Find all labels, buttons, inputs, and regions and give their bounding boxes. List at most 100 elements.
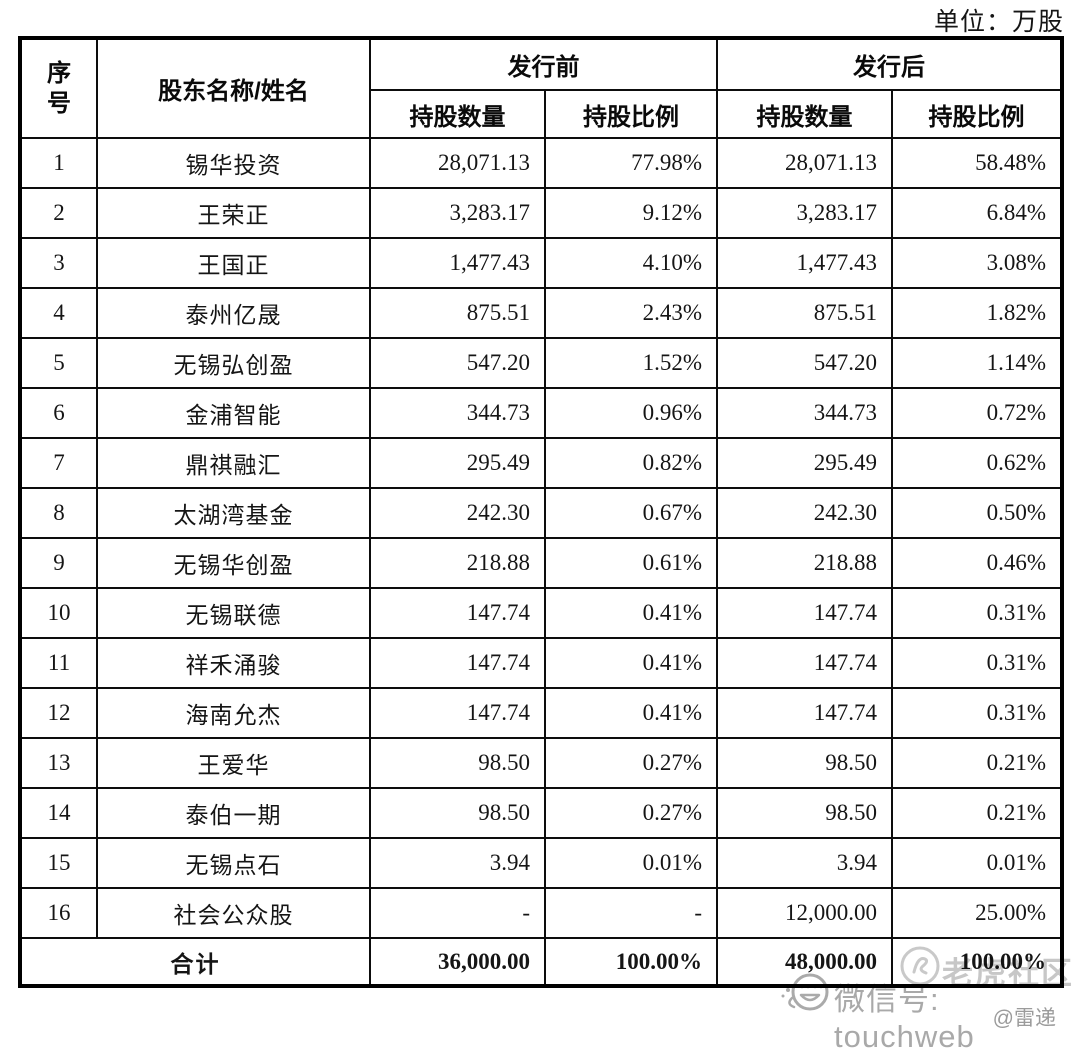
cell-post-qty: 3,283.17 [716, 187, 893, 239]
cell-total-pre-pct: 100.00% [544, 937, 718, 987]
table-row: 6 金浦智能 344.73 0.96% 344.73 0.72% [19, 387, 1063, 439]
cell-shareholder-name: 祥禾涌骏 [96, 637, 371, 689]
cell-shareholder-name: 王荣正 [96, 187, 371, 239]
cell-pre-pct: 0.27% [544, 787, 718, 839]
cell-post-pct: 0.50% [891, 487, 1063, 539]
cell-post-qty: 242.30 [716, 487, 893, 539]
cell-index: 6 [19, 387, 98, 439]
cell-post-qty: 1,477.43 [716, 237, 893, 289]
cell-shareholder-name: 无锡弘创盈 [96, 337, 371, 389]
cell-post-qty: 344.73 [716, 387, 893, 439]
table-row: 7 鼎祺融汇 295.49 0.82% 295.49 0.62% [19, 437, 1063, 489]
cell-post-pct: 1.14% [891, 337, 1063, 389]
cell-pre-qty: 28,071.13 [369, 137, 546, 189]
cell-pre-qty: 218.88 [369, 537, 546, 589]
cell-pre-pct: 0.41% [544, 587, 718, 639]
table-row: 2 王荣正 3,283.17 9.12% 3,283.17 6.84% [19, 187, 1063, 239]
cell-total-post-pct: 100.00% [891, 937, 1063, 987]
cell-pre-qty: 1,477.43 [369, 237, 546, 289]
cell-index: 4 [19, 287, 98, 339]
cell-total-label: 合计 [19, 937, 371, 987]
cell-shareholder-name: 无锡华创盈 [96, 537, 371, 589]
cell-pre-qty: 3.94 [369, 837, 546, 889]
cell-shareholder-name: 泰伯一期 [96, 787, 371, 839]
cell-post-qty: 218.88 [716, 537, 893, 589]
cell-index: 12 [19, 687, 98, 739]
cell-post-pct: 58.48% [891, 137, 1063, 189]
cell-post-qty: 98.50 [716, 787, 893, 839]
cell-shareholder-name: 泰州亿晟 [96, 287, 371, 339]
cell-post-qty: 147.74 [716, 637, 893, 689]
cell-post-qty: 875.51 [716, 287, 893, 339]
table-row: 9 无锡华创盈 218.88 0.61% 218.88 0.46% [19, 537, 1063, 589]
cell-shareholder-name: 无锡联德 [96, 587, 371, 639]
cell-pre-pct: - [544, 887, 718, 939]
cell-pre-pct: 0.82% [544, 437, 718, 489]
col-header-post-pct: 持股比例 [891, 89, 1063, 139]
table-row: 16 社会公众股 - - 12,000.00 25.00% [19, 887, 1063, 939]
cell-pre-pct: 1.52% [544, 337, 718, 389]
cell-post-pct: 0.31% [891, 687, 1063, 739]
unit-label: 单位：万股 [933, 9, 1064, 36]
cell-pre-pct: 0.41% [544, 637, 718, 689]
table-row: 8 太湖湾基金 242.30 0.67% 242.30 0.50% [19, 487, 1063, 539]
col-header-name: 股东名称/姓名 [96, 37, 371, 139]
cell-shareholder-name: 金浦智能 [96, 387, 371, 439]
cell-post-pct: 0.21% [891, 737, 1063, 789]
cell-post-pct: 0.72% [891, 387, 1063, 439]
shareholder-table: 序号 股东名称/姓名 发行前 发行后 持股数量 持股比例 持股数量 持股比例 1… [18, 36, 1064, 988]
cell-post-pct: 0.62% [891, 437, 1063, 489]
cell-index: 14 [19, 787, 98, 839]
cell-pre-qty: 875.51 [369, 287, 546, 339]
cell-pre-qty: 98.50 [369, 787, 546, 839]
cell-pre-pct: 0.67% [544, 487, 718, 539]
cell-pre-pct: 0.27% [544, 737, 718, 789]
cell-post-qty: 547.20 [716, 337, 893, 389]
table-row: 10 无锡联德 147.74 0.41% 147.74 0.31% [19, 587, 1063, 639]
table-row: 12 海南允杰 147.74 0.41% 147.74 0.31% [19, 687, 1063, 739]
cell-total-post-qty: 48,000.00 [716, 937, 893, 987]
table-row: 13 王爱华 98.50 0.27% 98.50 0.21% [19, 737, 1063, 789]
cell-index: 8 [19, 487, 98, 539]
cell-index: 13 [19, 737, 98, 789]
table-row: 14 泰伯一期 98.50 0.27% 98.50 0.21% [19, 787, 1063, 839]
cell-pre-pct: 77.98% [544, 137, 718, 189]
cell-post-qty: 12,000.00 [716, 887, 893, 939]
cell-post-qty: 295.49 [716, 437, 893, 489]
author-watermark-label: @雷递 [992, 1007, 1056, 1030]
cell-index: 5 [19, 337, 98, 389]
table-row: 15 无锡点石 3.94 0.01% 3.94 0.01% [19, 837, 1063, 889]
cell-shareholder-name: 太湖湾基金 [96, 487, 371, 539]
cell-pre-qty: - [369, 887, 546, 939]
cell-post-qty: 147.74 [716, 687, 893, 739]
table-row: 11 祥禾涌骏 147.74 0.41% 147.74 0.31% [19, 637, 1063, 689]
cell-index: 3 [19, 237, 98, 289]
col-header-index: 序号 [19, 37, 98, 139]
cell-post-pct: 25.00% [891, 887, 1063, 939]
col-header-pre-qty: 持股数量 [369, 89, 546, 139]
cell-post-pct: 0.01% [891, 837, 1063, 889]
cell-pre-qty: 147.74 [369, 637, 546, 689]
cell-pre-pct: 0.61% [544, 537, 718, 589]
cell-shareholder-name: 无锡点石 [96, 837, 371, 889]
cell-pre-pct: 2.43% [544, 287, 718, 339]
cell-pre-qty: 3,283.17 [369, 187, 546, 239]
col-header-pre-pct: 持股比例 [544, 89, 718, 139]
table-row: 5 无锡弘创盈 547.20 1.52% 547.20 1.14% [19, 337, 1063, 389]
cell-shareholder-name: 王国正 [96, 237, 371, 289]
cell-shareholder-name: 海南允杰 [96, 687, 371, 739]
cell-index: 2 [19, 187, 98, 239]
cell-index: 9 [19, 537, 98, 589]
cell-post-qty: 98.50 [716, 737, 893, 789]
cell-index: 7 [19, 437, 98, 489]
cell-post-qty: 28,071.13 [716, 137, 893, 189]
cell-pre-qty: 295.49 [369, 437, 546, 489]
table-row: 1 锡华投资 28,071.13 77.98% 28,071.13 58.48% [19, 137, 1063, 189]
cell-pre-pct: 0.41% [544, 687, 718, 739]
cell-post-pct: 0.31% [891, 637, 1063, 689]
cell-pre-pct: 4.10% [544, 237, 718, 289]
cell-pre-qty: 98.50 [369, 737, 546, 789]
col-header-index-label: 序号 [46, 59, 71, 117]
cell-pre-pct: 0.96% [544, 387, 718, 439]
cell-index: 15 [19, 837, 98, 889]
